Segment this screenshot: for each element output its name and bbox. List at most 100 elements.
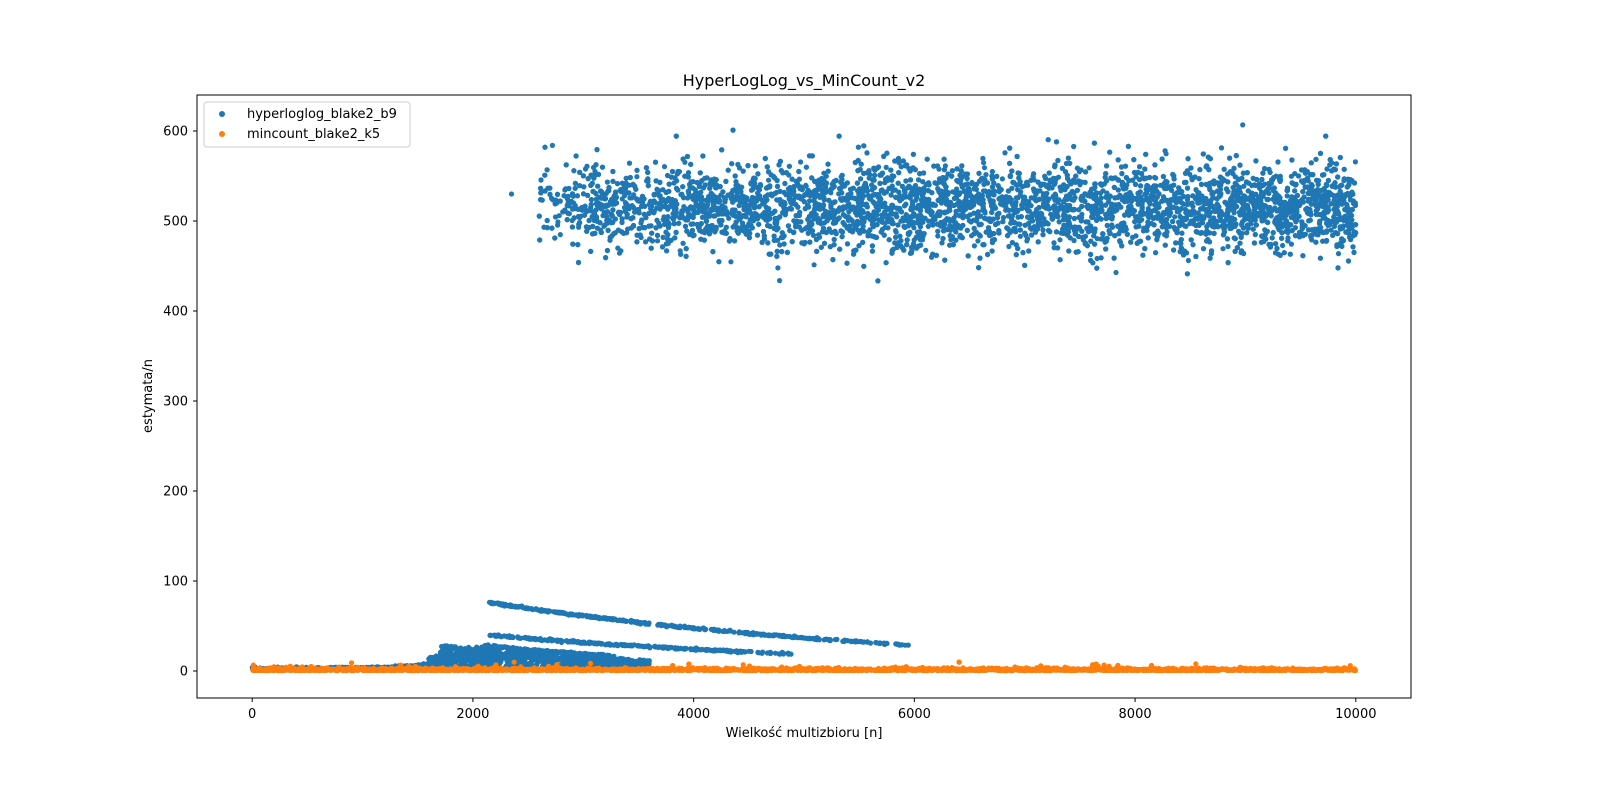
hyperloglog-point xyxy=(489,601,496,607)
hyperloglog-point xyxy=(493,633,499,639)
hyperloglog-point xyxy=(570,651,576,657)
hyperloglog-point xyxy=(570,612,576,618)
hyperloglog-point xyxy=(581,651,588,657)
hyperloglog-point xyxy=(738,648,745,654)
hyperloglog-point xyxy=(537,636,544,642)
hyperloglog-point xyxy=(758,631,764,637)
hyperloglog-point xyxy=(592,652,598,658)
hyperloglog-point xyxy=(463,651,469,657)
hyperloglog-point xyxy=(880,640,887,647)
hyperloglog-point xyxy=(541,648,547,654)
hyperloglog-point xyxy=(791,633,798,639)
hyperloglog-point xyxy=(451,644,457,650)
hyperloglog-point xyxy=(756,650,762,656)
hyperloglog-point xyxy=(748,648,754,655)
hyperloglog-point xyxy=(439,651,445,657)
hyperloglog-point xyxy=(705,647,711,653)
hyperloglog-point xyxy=(601,652,607,658)
hyperloglog-point xyxy=(767,633,774,639)
hyperloglog-point xyxy=(604,661,610,667)
hyperloglog-point xyxy=(517,653,524,660)
hyperloglog-point xyxy=(619,618,625,624)
hyperloglog-point xyxy=(493,644,499,651)
hyperloglog-point xyxy=(487,632,493,639)
hyperloglog-point xyxy=(587,651,593,658)
hyperloglog-point xyxy=(622,643,628,649)
hyperloglog-point xyxy=(517,635,523,641)
hyperloglog-point xyxy=(779,633,785,639)
hyperloglog-point xyxy=(496,600,502,606)
hyperloglog-point xyxy=(711,648,717,654)
hyperloglog-point xyxy=(634,660,640,666)
hyperloglog-point xyxy=(543,655,549,661)
hyperloglog-point xyxy=(505,653,511,659)
hyperloglog-point xyxy=(874,640,880,646)
hyperloglog-point xyxy=(858,639,864,645)
hyperloglog-point xyxy=(509,603,515,610)
hyperloglog-point xyxy=(699,646,705,653)
hyperloglog-point xyxy=(591,640,597,646)
hyperloglog-point xyxy=(554,638,560,644)
hyperloglog-point xyxy=(672,624,678,630)
hyperloglog-point xyxy=(627,618,634,625)
hyperloglog-point xyxy=(569,657,575,663)
hyperloglog-point xyxy=(737,629,743,636)
hyperloglog-point xyxy=(613,642,620,648)
hyperloglog-point xyxy=(690,625,697,631)
hyperloglog-point xyxy=(715,627,721,634)
hyperloglog-point xyxy=(522,659,528,665)
hyperloglog-point xyxy=(894,641,900,647)
hyperloglog-point xyxy=(724,647,730,653)
hyperloglog-point xyxy=(695,626,701,632)
hyperloglog-point xyxy=(824,636,830,642)
points-layer xyxy=(249,122,1359,674)
hyperloglog-point xyxy=(797,634,804,641)
hyperloglog-point xyxy=(812,636,818,643)
hyperloglog-point xyxy=(533,654,539,660)
hyperloglog-point xyxy=(661,644,667,650)
hyperloglog-point xyxy=(666,644,672,650)
hyperloglog-point xyxy=(611,653,617,659)
hyperloglog-point xyxy=(546,637,552,643)
hyperloglog-point xyxy=(721,628,728,635)
hyperloglog-point xyxy=(834,636,840,643)
hyperloglog-point xyxy=(599,641,605,647)
hyperloglog-point xyxy=(559,657,565,663)
hyperloglog-point xyxy=(524,646,530,652)
hyperloglog-point xyxy=(841,638,847,645)
hyperloglog-point xyxy=(565,639,571,645)
hyperloglog-point xyxy=(538,608,544,614)
hyperloglog-point xyxy=(610,616,616,622)
hyperloglog-point xyxy=(439,643,445,650)
hyperloglog-point xyxy=(716,647,722,653)
hyperloglog-point xyxy=(530,607,536,613)
hyperloglog-point xyxy=(633,619,639,625)
hyperloglog-point xyxy=(604,615,611,621)
hyperloglog-point xyxy=(653,644,659,650)
hyperloglog-point xyxy=(454,649,460,655)
hyperloglog-point xyxy=(574,651,581,657)
hyperloglog-point xyxy=(902,642,908,648)
chart-title: HyperLogLog_vs_MinCount_v2 xyxy=(683,71,926,91)
hyperloglog-point xyxy=(461,658,467,664)
hyperloglog-point xyxy=(772,650,779,656)
hyperloglog-point xyxy=(559,649,565,656)
hyperloglog-point xyxy=(565,650,571,656)
hyperloglog-point xyxy=(733,648,739,655)
hyperloglog-point xyxy=(581,640,587,646)
hyperloglog-point xyxy=(642,658,649,665)
hyperloglog-point xyxy=(543,608,549,614)
hyperloglog-point xyxy=(482,642,488,649)
hyperloglog-point xyxy=(500,601,506,607)
hyperloglog-point xyxy=(644,643,650,649)
hyperloglog-point xyxy=(575,638,581,645)
hyperloglog-point xyxy=(803,635,809,641)
hyperloglog-point xyxy=(765,650,772,656)
hyperloglog-point xyxy=(545,649,551,655)
hyperloglog-point xyxy=(535,647,541,654)
hyperloglog-point xyxy=(553,648,559,654)
hyperloglog-point xyxy=(478,650,484,657)
hyperloglog-point xyxy=(636,643,643,649)
hyperloglog-point xyxy=(690,646,696,652)
